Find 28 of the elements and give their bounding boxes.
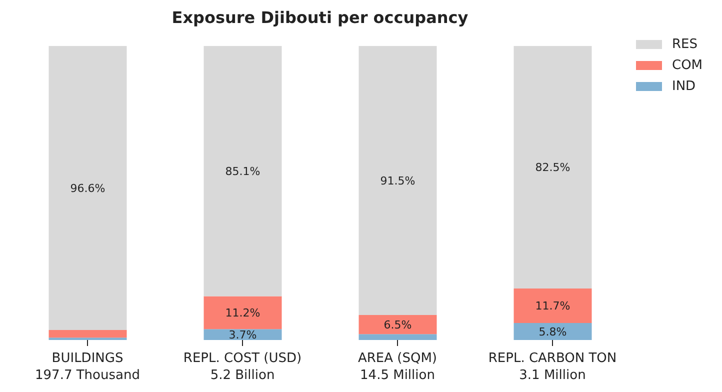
x-tick-label: BUILDINGS 197.7 Thousand <box>35 351 140 383</box>
legend-label: RES <box>672 37 698 52</box>
data-label: 85.1% <box>225 165 260 178</box>
bar <box>358 46 437 316</box>
data-label: 91.5% <box>380 174 416 188</box>
data-label: 82.5% <box>535 161 570 174</box>
data-label: 5.8% <box>538 325 567 338</box>
bar <box>514 46 592 289</box>
x-tick-label: AREA (SQM) 14.5 Million <box>358 351 438 383</box>
bar <box>204 329 282 340</box>
bar <box>358 334 437 340</box>
data-label: 11.7% <box>535 300 570 313</box>
legend-label: IND <box>672 79 696 94</box>
data-label: 11.2% <box>225 306 260 320</box>
bar <box>204 296 282 330</box>
data-label: 6.5% <box>384 318 412 332</box>
legend-label: COM <box>672 58 703 73</box>
data-label: 96.6% <box>70 182 106 195</box>
bar <box>358 315 437 334</box>
bar <box>514 288 592 323</box>
x-tick-label: REPL. COST (USD) 5.2 Billion <box>183 351 302 383</box>
bar <box>204 46 282 296</box>
chart-title: Exposure Djibouti per occupancy <box>170 8 470 27</box>
bar <box>514 322 592 340</box>
x-tick-label: REPL. CARBON TON 3.1 Million <box>488 351 617 383</box>
bar <box>48 330 127 338</box>
bar <box>48 46 127 330</box>
data-label: 3.7% <box>228 328 257 342</box>
